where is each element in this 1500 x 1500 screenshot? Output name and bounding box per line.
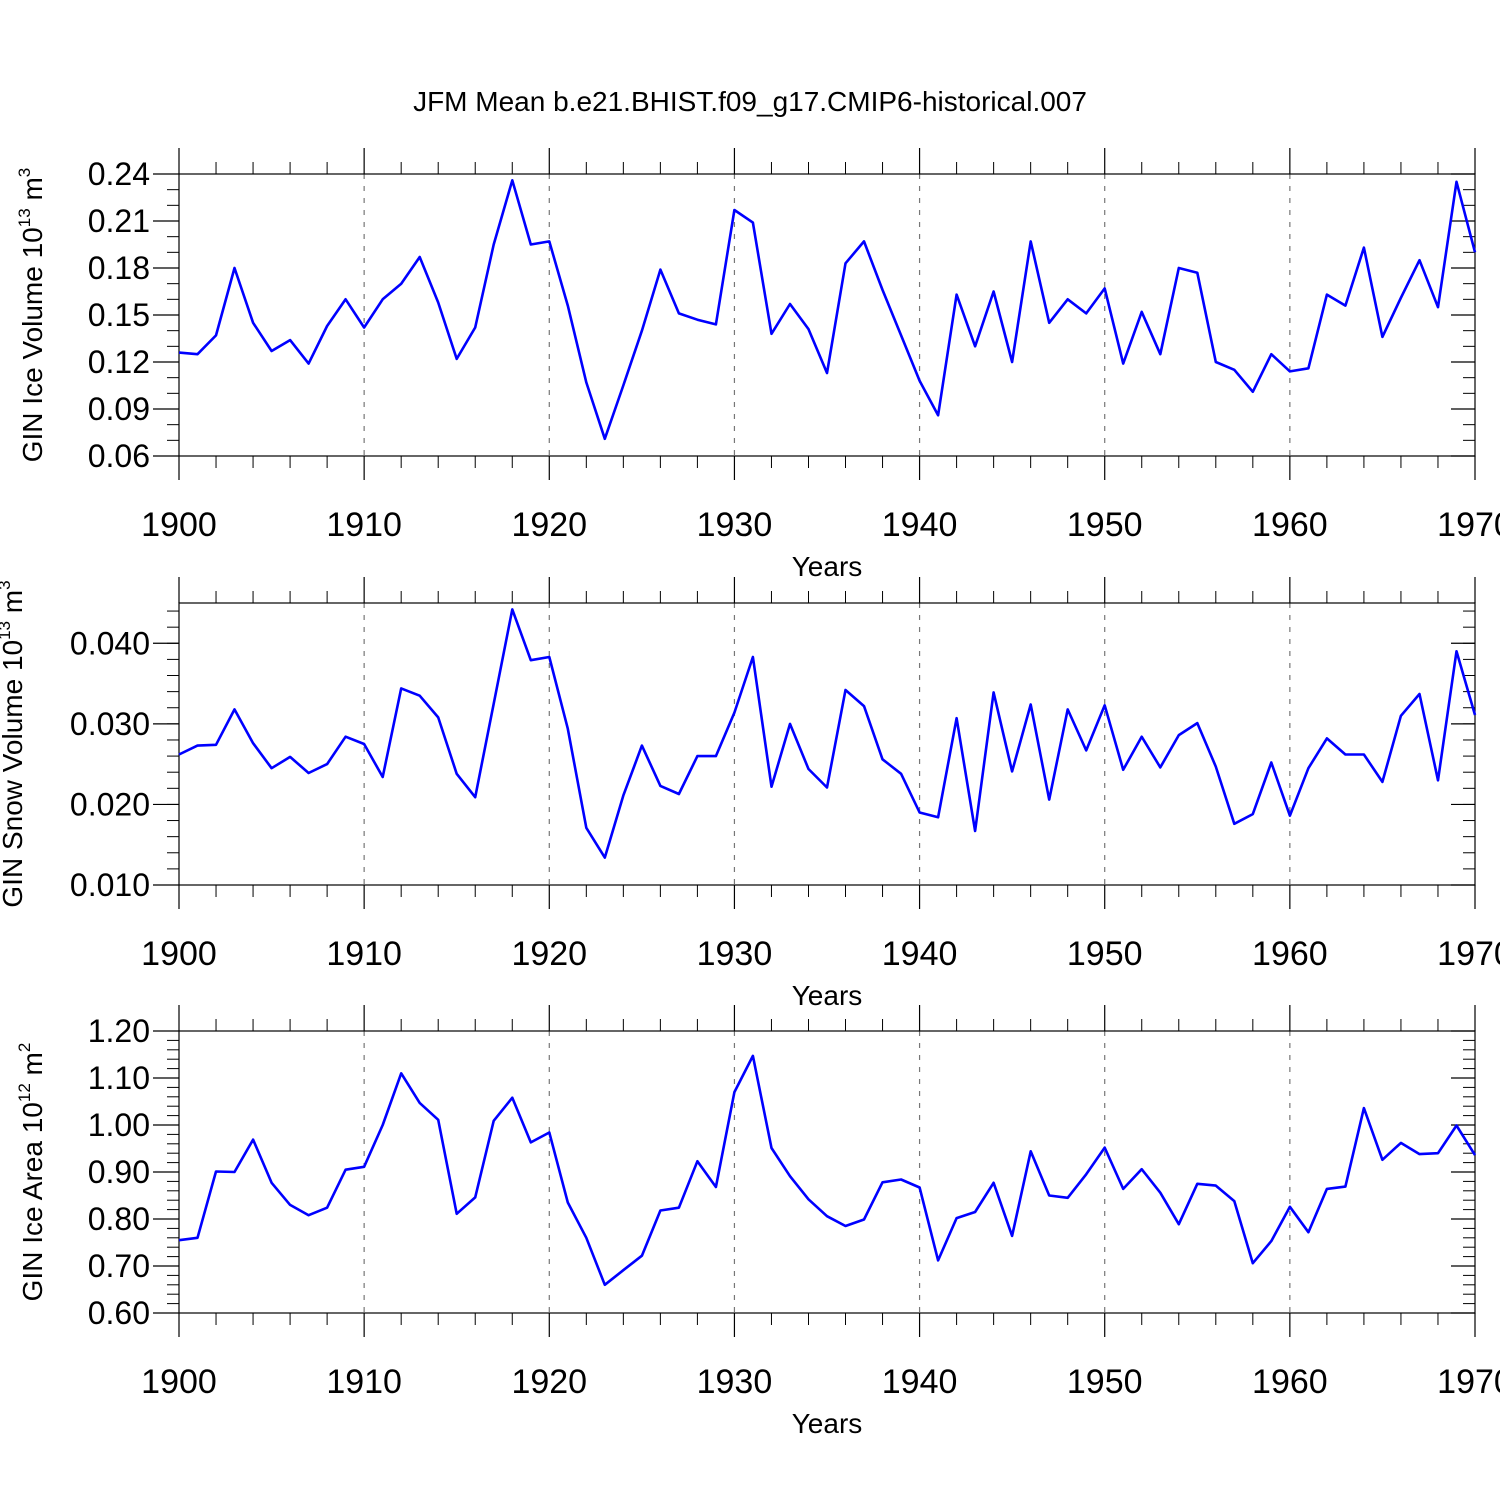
y-tick-label: 0.15 [88,297,150,333]
y-axis-label-unit-exponent: 3 [0,580,14,589]
x-tick-label: 1960 [1252,1363,1328,1401]
x-tick-label: 1910 [326,1363,402,1401]
plot-frame [178,173,1476,457]
x-tick-label: 1940 [882,506,958,544]
y-tick-label: 0.70 [88,1248,150,1284]
minor-ticks [167,162,1475,468]
grid-lines [363,1031,1291,1313]
grid-lines [363,603,1291,885]
y-tick-label: 0.09 [88,391,150,427]
y-tick-label: 1.10 [88,1060,150,1096]
y-axis-label: GIN Ice Volume 1013 m3 [15,168,48,463]
y-axis-label-unit: m [17,1052,48,1083]
y-tick-label: 1.20 [88,1013,150,1049]
x-tick-label: 1950 [1067,506,1143,544]
x-tick-label: 1960 [1252,935,1328,973]
y-tick-label: 0.030 [70,706,150,742]
series-line [178,608,1477,859]
x-tick-label: 1920 [511,1363,587,1401]
plot-frame [178,602,1476,886]
y-tick-labels: 0.60 0.70 0.80 0.90 1.00 1.10 1.20 [88,1013,150,1331]
y-axis-label: GIN Ice Area 1012 m2 [15,1043,48,1302]
y-tick-label: 0.90 [88,1154,150,1190]
x-tick-label: 1940 [882,935,958,973]
x-tick-label: 1920 [511,506,587,544]
y-axis-label-unit-exponent: 3 [15,168,34,177]
y-tick-label: 0.18 [88,250,150,286]
y-tick-label: 0.040 [70,625,150,661]
x-tick-label: 1930 [697,506,773,544]
x-axis-label: Years [792,551,863,582]
figure-title: JFM Mean b.e21.BHIST.f09_g17.CMIP6-histo… [413,86,1087,117]
x-tick-label: 1950 [1067,935,1143,973]
series-line [178,1054,1477,1287]
x-tick-label: 1910 [326,935,402,973]
y-axis-label-exponent: 13 [0,621,14,640]
minor-ticks [167,591,1475,897]
x-tick-label: 1930 [697,935,773,973]
y-axis-label: GIN Snow Volume 1013 m3 [0,580,28,907]
x-axis-label: Years [792,980,863,1011]
y-axis-label-exponent: 13 [15,208,34,227]
y-tick-labels: 0.06 0.09 0.12 0.15 0.18 0.21 0.24 [88,156,150,474]
y-tick-label: 0.12 [88,344,150,380]
y-axis-label-exponent: 12 [15,1083,34,1102]
x-tick-label: 1950 [1067,1363,1143,1401]
y-tick-label: 0.21 [88,203,150,239]
y-tick-label: 0.80 [88,1201,150,1237]
y-axis-label-base: GIN Ice Area 10 [17,1102,48,1301]
major-ticks [153,148,1476,480]
x-tick-label: 1900 [141,506,217,544]
x-tick-label: 1930 [697,1363,773,1401]
y-axis-label-unit: m [0,590,28,621]
y-axis-label-unit-exponent: 2 [15,1043,34,1052]
y-tick-label: 0.06 [88,438,150,474]
major-ticks [153,577,1476,909]
series-line [178,179,1477,441]
x-tick-label: 1910 [326,506,402,544]
minor-ticks [167,1019,1475,1325]
y-axis-label-unit: m [17,177,48,208]
y-tick-label: 1.00 [88,1107,150,1143]
x-tick-label: 1900 [141,1363,217,1401]
x-axis-label: Years [792,1408,863,1439]
y-tick-label: 0.24 [88,156,150,192]
y-tick-label: 0.60 [88,1295,150,1331]
y-tick-label: 0.020 [70,786,150,822]
y-tick-label: 0.010 [70,867,150,903]
plot-frame [178,1030,1476,1314]
x-tick-label: 1920 [511,935,587,973]
x-tick-label: 1900 [141,935,217,973]
x-tick-label: 1940 [882,1363,958,1401]
y-tick-labels: 0.010 0.020 0.030 0.040 [70,625,150,903]
major-ticks [153,1005,1476,1337]
y-axis-label-base: GIN Snow Volume 10 [0,640,28,908]
y-axis-label-base: GIN Ice Volume 10 [17,227,48,462]
x-tick-label: 1960 [1252,506,1328,544]
